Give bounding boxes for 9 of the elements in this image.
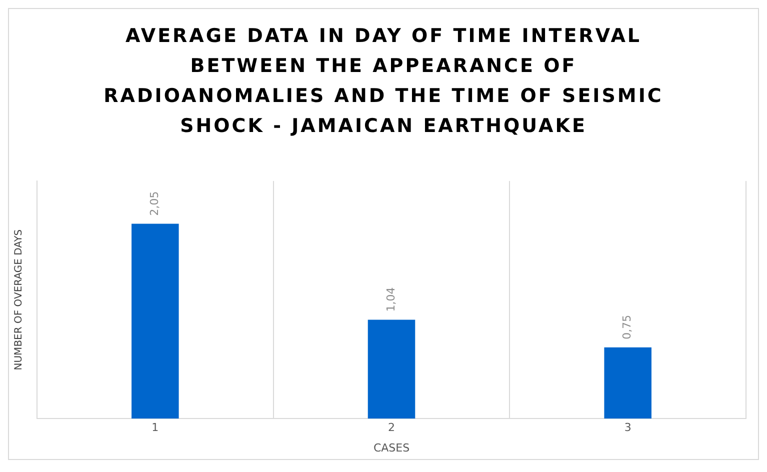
- data-label: 1,04: [384, 287, 398, 312]
- x-tick-label: 2: [388, 421, 395, 434]
- x-tick-label: 3: [624, 421, 632, 434]
- x-tick-label: 1: [152, 421, 159, 434]
- chart-title: AVERAGE DATA IN DAY OF TIME INTERVAL BETWEEN THE APPEARANCE OF RADIOANOMALIES AND THE TIME OF SEISMIC SHOCK - JAMAICAN EARTHQUAKE: [104, 24, 664, 139]
- y-axis-title: NUMBER OF OVERAGE DAYS: [14, 229, 25, 370]
- data-label: 0,75: [620, 314, 634, 340]
- x-axis-title: CASES: [373, 441, 410, 454]
- data-label: 2,05: [148, 191, 162, 216]
